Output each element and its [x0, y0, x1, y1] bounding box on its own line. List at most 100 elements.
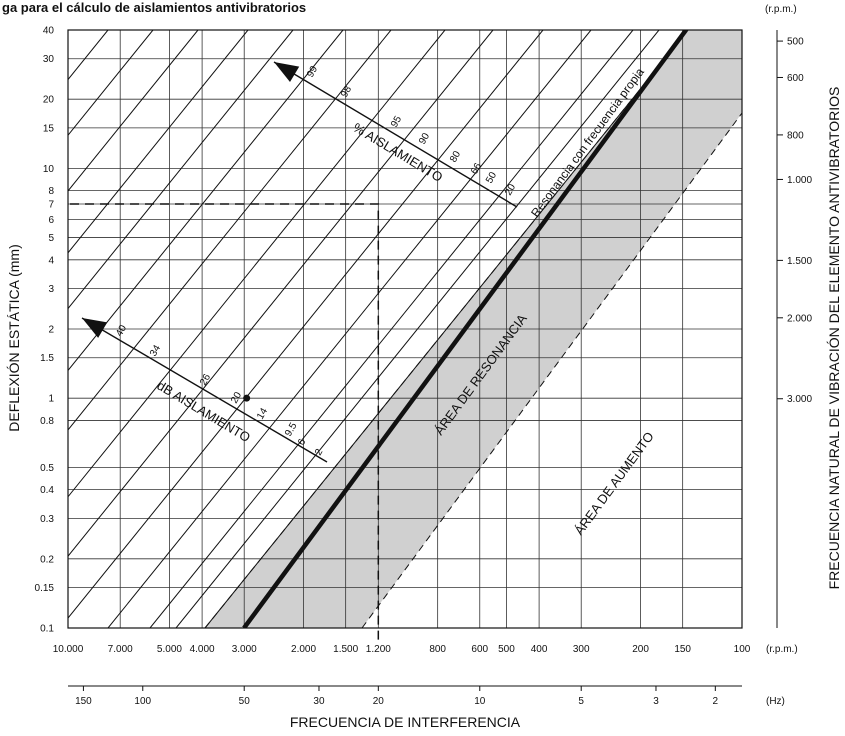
y-tick-label: 0.3	[40, 514, 54, 525]
right-axis-tick-label: 2.000	[787, 313, 812, 324]
y-tick-label: 4	[48, 255, 54, 266]
plot-frame	[67, 29, 743, 629]
db-isolation-value: 26	[198, 372, 213, 388]
pct-isolation-value: 66	[469, 161, 484, 177]
right-axis-tick-label: 800	[787, 130, 804, 141]
x-rpm-tick-label: 3.000	[232, 644, 257, 655]
y-tick-label: 1	[48, 394, 54, 405]
pct-isolation-value: 95	[389, 114, 404, 130]
right-axis-tick-label: 1.000	[787, 175, 812, 186]
resonance-band-upper-boundary	[204, 30, 689, 628]
y-axis-title-left: DEFLEXIÓN ESTÁTICA (mm)	[6, 244, 22, 431]
isolation-line	[175, 30, 660, 628]
y-tick-label: 7	[48, 199, 54, 210]
y-tick-label: 5	[48, 233, 54, 244]
x-axis-title: FRECUENCIA DE INTERFERENCIA	[290, 714, 521, 730]
x-rpm-tick-label: 10.000	[53, 644, 84, 655]
chart-title: ga para el cálculo de aislamientos antiv…	[2, 0, 306, 15]
x-rpm-tick-label: 600	[471, 644, 488, 655]
isolation-line	[68, 30, 494, 557]
example-dashed-line	[70, 203, 380, 642]
pct-isolation-arrow-arrowhead	[274, 62, 300, 83]
hz-tick-label: 100	[134, 696, 151, 707]
x-rpm-tick-label: 500	[498, 644, 515, 655]
pct-isolation-value: 98	[339, 84, 354, 100]
x-rpm-tick-label: 150	[674, 644, 691, 655]
y-tick-label: 0.2	[40, 554, 54, 565]
y-tick-label: 20	[43, 95, 55, 106]
x-rpm-tick-label: 200	[632, 644, 649, 655]
resonance-line	[242, 30, 688, 628]
hz-unit-label: (Hz)	[766, 696, 785, 707]
hz-tick-label: 50	[239, 696, 251, 707]
isolation-line	[68, 30, 446, 498]
x-rpm-tick-label: 5.000	[157, 644, 182, 655]
pct-isolation-value: 50	[484, 170, 499, 186]
right-axis-tick-label: 600	[787, 73, 804, 84]
y-tick-label: 10	[43, 164, 55, 175]
isolation-line	[68, 30, 154, 137]
x-rpm-tick-label: 4.000	[190, 644, 215, 655]
isolation-line	[149, 30, 634, 628]
y-tick-label: 30	[43, 54, 55, 65]
y-tick-label: 0.15	[35, 583, 55, 594]
y-tick-label: 40	[43, 26, 55, 37]
right-axis-tick-label: 1.500	[787, 256, 812, 267]
isolation-line	[68, 30, 294, 310]
db-isolation-value: 34	[148, 343, 163, 359]
right-axis-tick-label: 400	[787, 0, 804, 3]
resonance-band-lower-boundary	[361, 112, 742, 628]
db-isolation-value: 2	[313, 447, 326, 458]
x-rpm-tick-label: 2.000	[291, 644, 316, 655]
pct-isolation-value: 80	[448, 149, 463, 165]
y-axis-title-right: FRECUENCIA NATURAL DE VIBRACIÓN DEL ELEM…	[826, 87, 842, 590]
db-isolation-arrow-line	[81, 317, 328, 463]
x-rpm-tick-label: 800	[429, 644, 446, 655]
hz-tick-label: 30	[313, 696, 325, 707]
pct-isolation-value: 20	[503, 182, 518, 198]
right-axis-tick-label: 3.000	[787, 394, 812, 405]
pct-isolation-arrow-line	[273, 61, 518, 208]
x-rpm-tick-label: 300	[573, 644, 590, 655]
hz-tick-label: 20	[373, 696, 385, 707]
y-tick-label: 3	[48, 284, 54, 295]
y-tick-label: 15	[43, 123, 55, 134]
isolation-line	[68, 30, 392, 431]
x-rpm-unit-label: (r.p.m.)	[766, 644, 798, 655]
db-isolation-value: 14	[255, 406, 270, 422]
isolation-line	[68, 30, 544, 619]
y-tick-label: 0.1	[40, 624, 54, 635]
y-tick-label: 0.5	[40, 463, 54, 474]
right-axis-unit-top: (r.p.m.)	[765, 4, 797, 15]
db-isolation-value: 9.5	[283, 421, 300, 439]
hz-tick-label: 150	[75, 696, 92, 707]
y-tick-label: 8	[48, 186, 54, 197]
amplification-area-label: ÁREA DE AUMENTO	[571, 429, 657, 538]
isolation-line	[68, 30, 249, 254]
x-rpm-tick-label: 1.500	[333, 644, 358, 655]
y-tick-label: 0.4	[40, 485, 54, 496]
x-rpm-tick-label: 100	[734, 644, 751, 655]
tick-labels-layer: 0.10.150.20.30.40.50.811.523456781015203…	[35, 0, 813, 707]
db-isolation-arrow-arrowhead	[82, 318, 108, 338]
y-tick-label: 6	[48, 215, 54, 226]
x-rpm-tick-label: 7.000	[108, 644, 133, 655]
pct-isolation-value: 99	[305, 64, 320, 80]
hz-tick-label: 5	[578, 696, 584, 707]
marker-point	[243, 394, 251, 402]
isolation-line	[107, 30, 592, 628]
y-tick-label: 2	[48, 325, 54, 336]
x-rpm-tick-label: 400	[531, 644, 548, 655]
hz-tick-label: 3	[653, 696, 659, 707]
hz-tick-label: 10	[474, 696, 486, 707]
db-isolation-value: 40	[114, 323, 129, 339]
db-isolation-value: 6	[296, 437, 309, 448]
isolation-line	[68, 30, 199, 192]
hz-tick-label: 2	[713, 696, 719, 707]
pct-isolation-value: 90	[417, 131, 432, 147]
y-tick-label: 0.8	[40, 416, 54, 427]
x-rpm-tick-label: 1.200	[366, 644, 391, 655]
right-axis-tick-label: 500	[787, 37, 804, 48]
y-tick-label: 1.5	[40, 353, 54, 364]
